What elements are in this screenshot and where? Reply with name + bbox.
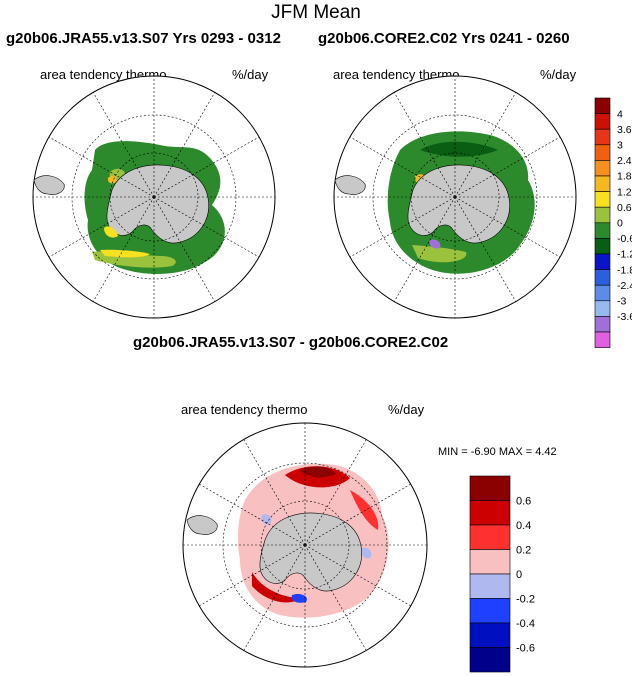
map-diff	[182, 422, 428, 668]
panel-left-title: g20b06.JRA55.v13.S07 Yrs 0293 - 0312	[6, 30, 281, 47]
colorbar-tick-label: 0	[617, 217, 623, 229]
colorbar-swatch	[594, 269, 611, 286]
colorbar-tick-label: 4	[617, 108, 623, 120]
colorbar-swatch	[469, 549, 511, 575]
colorbar-tick-label: 1.2	[617, 186, 632, 198]
panel-right-variable: area tendency thermo	[333, 67, 460, 82]
colorbar-diff: 0.6 0.4 0.2 0 -0.2 -0.4 -0.6	[469, 475, 535, 673]
panel-diff-title: g20b06.JRA55.v13.S07 - g20b06.CORE2.C02	[133, 334, 449, 351]
colorbar-swatch	[469, 598, 511, 624]
colorbar-swatch	[469, 573, 511, 599]
panel-right-units: %/day	[540, 67, 577, 82]
colorbar-tick-label: 3	[617, 139, 623, 151]
colorbar-swatch	[469, 500, 511, 526]
colorbar-tick-label: -3	[617, 295, 626, 307]
colorbar-swatch	[594, 191, 611, 208]
colorbar-swatch	[594, 175, 611, 192]
colorbar-tick-label: 0.4	[516, 520, 531, 532]
colorbar-swatch	[594, 316, 611, 333]
colorbar-tick-label: -0.2	[516, 593, 535, 605]
minmax-label: MIN = -6.90 MAX = 4.42	[438, 446, 557, 458]
colorbar-swatch	[594, 206, 611, 224]
colorbar-tick-label: -1.2	[617, 249, 632, 261]
colorbar-tick-label: 0	[516, 569, 522, 581]
colorbar-swatch	[594, 300, 611, 317]
colorbar-swatch	[469, 622, 511, 648]
colorbar-swatch	[594, 222, 611, 239]
colorbar-swatch	[469, 647, 511, 673]
colorbar-tick-label: -2.4	[617, 280, 632, 292]
colorbar-top: 4 3.6 3 2.4 1.8 1.2 0.6 0 -0.6 -1.2 -1.8 -2.4 -3 -3.6	[594, 97, 632, 348]
colorbar-tick-label: 1.8	[617, 171, 632, 183]
colorbar-swatch	[594, 238, 611, 255]
colorbar-tick-label: 3.6	[617, 124, 632, 136]
colorbar-tick-label: -3.6	[617, 311, 632, 323]
panel-right-title: g20b06.CORE2.C02 Yrs 0241 - 0260	[318, 30, 570, 47]
colorbar-swatch	[594, 284, 611, 302]
colorbar-tick-label: -0.6	[617, 233, 632, 245]
colorbar-swatch	[594, 128, 611, 146]
colorbar-swatch	[594, 331, 611, 348]
antarctica	[106, 164, 209, 244]
panel-diff-units: %/day	[388, 402, 425, 417]
colorbar-swatch	[594, 97, 611, 114]
colorbar-tick-label: -0.4	[516, 618, 535, 630]
panel-diff-variable: area tendency thermo	[181, 402, 308, 417]
colorbar-swatch	[594, 113, 611, 130]
map-left	[32, 75, 276, 319]
page-title: JFM Mean	[271, 2, 361, 23]
map-right	[333, 75, 577, 319]
colorbar-swatch	[594, 144, 611, 161]
panel-left-units: %/day	[232, 67, 269, 82]
colorbar-swatch	[469, 475, 511, 501]
colorbar-tick-label: 2.4	[617, 155, 632, 167]
colorbar-swatch	[594, 253, 611, 270]
colorbar-tick-label: 0.2	[516, 544, 531, 556]
colorbar-tick-label: 0.6	[617, 202, 632, 214]
colorbar-tick-label: -0.6	[516, 642, 535, 654]
colorbar-swatch	[594, 160, 611, 177]
colorbar-swatch	[469, 524, 511, 550]
colorbar-tick-label: -1.8	[617, 264, 632, 276]
colorbar-tick-label: 0.6	[516, 495, 531, 507]
